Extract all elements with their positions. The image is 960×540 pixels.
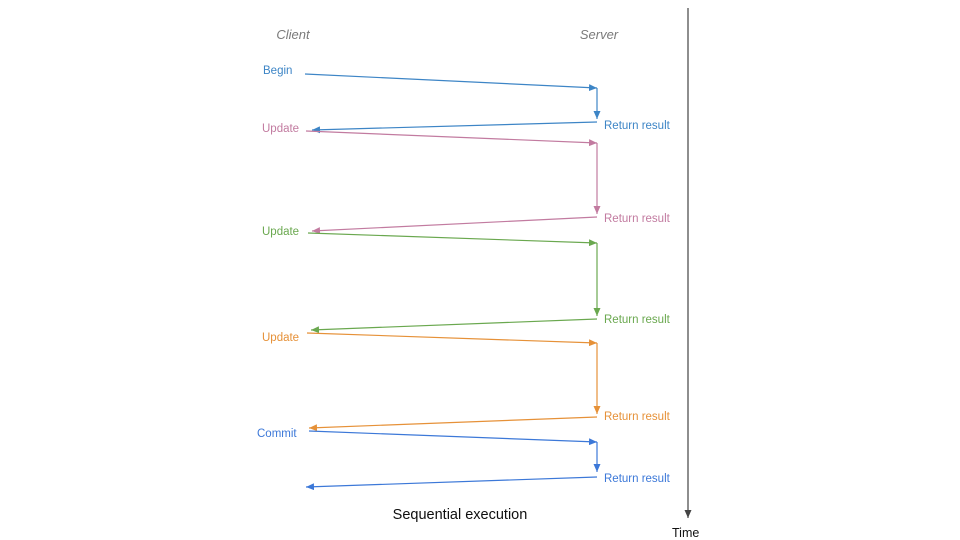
message-label-commit-4: Commit <box>257 428 297 440</box>
request-arrow-update-2 <box>307 232 598 247</box>
message-label-update-3: Update <box>262 332 300 344</box>
return-arrow-commit-4 <box>305 476 598 491</box>
client-lane-header: Client <box>276 27 310 42</box>
request-arrow-update-3 <box>306 332 598 347</box>
return-arrow-update-2 <box>310 318 598 334</box>
request-arrow-commit-4 <box>308 430 598 446</box>
message-label-update-2: Update <box>262 226 300 238</box>
return-result-label-update-2: Return result <box>604 314 670 326</box>
message-label-update-1: Update <box>262 123 300 135</box>
return-arrow-update-3 <box>308 416 598 432</box>
request-arrow-update-1 <box>305 130 598 147</box>
return-result-label-update-3: Return result <box>604 411 670 423</box>
return-arrow-update-1 <box>311 216 598 235</box>
return-result-label-commit-4: Return result <box>604 473 670 485</box>
diagram-title: Sequential execution <box>392 507 528 523</box>
return-arrow-begin-0 <box>311 121 598 134</box>
server-lane-header: Server <box>579 27 619 42</box>
time-axis-label: Time <box>672 526 700 540</box>
return-result-label-begin-0: Return result <box>604 120 670 132</box>
message-label-begin-0: Begin <box>263 65 293 77</box>
return-result-label-update-1: Return result <box>604 213 670 225</box>
request-arrow-begin-0 <box>304 73 598 92</box>
